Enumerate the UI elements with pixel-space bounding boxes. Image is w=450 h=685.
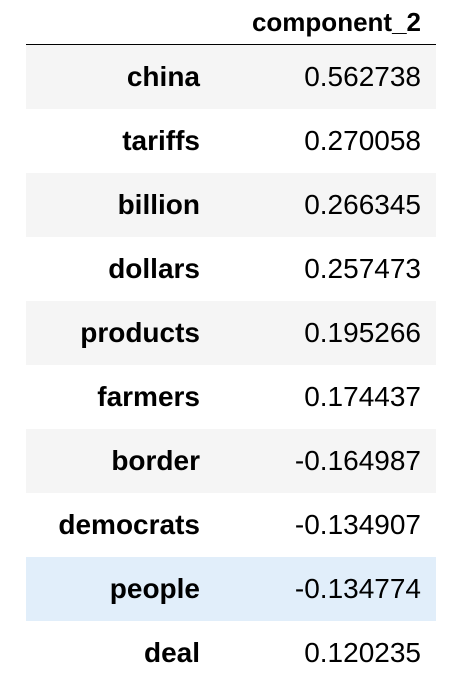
table-row: deal 0.120235 xyxy=(26,620,436,685)
row-value: 0.195266 xyxy=(304,316,421,348)
table-row: people -0.134774 xyxy=(26,556,436,621)
table-row: products 0.195266 xyxy=(26,300,436,365)
dataframe-table-container: component_2 china 0.562738 tariffs 0.270… xyxy=(26,0,436,685)
row-value: 0.562738 xyxy=(304,60,421,92)
row-index-label: democrats xyxy=(58,508,200,540)
row-index-label: border xyxy=(111,444,200,476)
table-row: tariffs 0.270058 xyxy=(26,108,436,173)
table-header: component_2 xyxy=(26,0,436,45)
row-index-label: billion xyxy=(117,188,200,220)
row-index-label: china xyxy=(126,60,200,92)
row-value: -0.134907 xyxy=(294,508,421,540)
table-row: dollars 0.257473 xyxy=(26,236,436,301)
table-row: china 0.562738 xyxy=(26,44,436,109)
row-index-label: farmers xyxy=(97,380,200,412)
row-value: 0.257473 xyxy=(304,252,421,284)
row-value: 0.120235 xyxy=(304,636,421,668)
row-index-label: people xyxy=(109,572,200,604)
row-value: -0.164987 xyxy=(294,444,421,476)
row-index-label: dollars xyxy=(108,252,200,284)
column-header-component-2: component_2 xyxy=(200,0,436,45)
table-row: border -0.164987 xyxy=(26,428,436,493)
header-row: component_2 xyxy=(26,0,436,45)
table-row: democrats -0.134907 xyxy=(26,492,436,557)
dataframe-table: component_2 china 0.562738 tariffs 0.270… xyxy=(26,0,436,685)
row-value: 0.266345 xyxy=(304,188,421,220)
table-body: china 0.562738 tariffs 0.270058 billion … xyxy=(26,44,436,685)
row-index-label: deal xyxy=(143,636,200,668)
row-index-label: products xyxy=(80,316,200,348)
row-index-label: tariffs xyxy=(122,124,200,156)
row-value: 0.270058 xyxy=(304,124,421,156)
row-value: 0.174437 xyxy=(304,380,421,412)
table-row: farmers 0.174437 xyxy=(26,364,436,429)
row-value: -0.134774 xyxy=(294,572,421,604)
index-header xyxy=(26,0,200,45)
table-row: billion 0.266345 xyxy=(26,172,436,237)
